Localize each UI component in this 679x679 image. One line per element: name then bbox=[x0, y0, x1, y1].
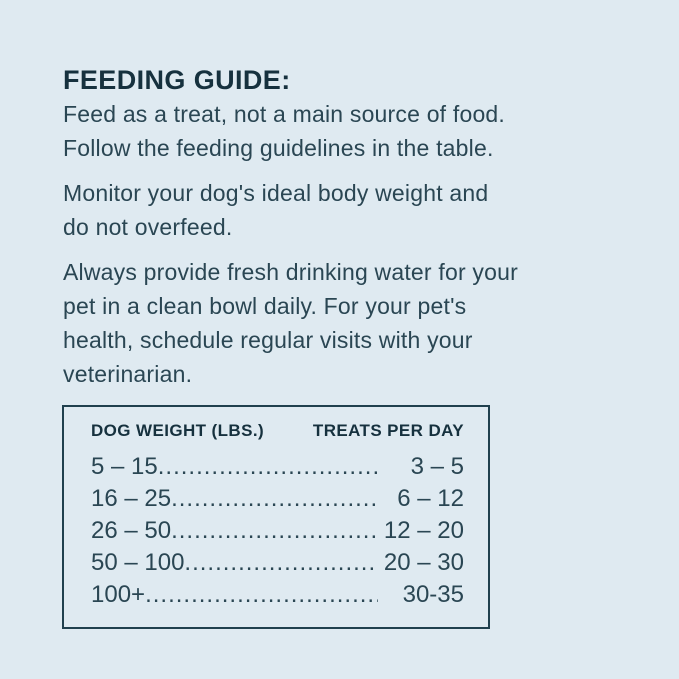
dot-leader: ........................................… bbox=[184, 549, 378, 576]
weight-range-value: 5 – 15 bbox=[91, 453, 158, 480]
dot-leader: ........................................… bbox=[145, 581, 378, 608]
dot-leader: ........................................… bbox=[157, 453, 378, 480]
table-row: 5 – 15 .................................… bbox=[91, 451, 464, 483]
paragraph-line: veterinarian. bbox=[63, 361, 193, 387]
paragraph-line: do not overfeed. bbox=[63, 214, 233, 240]
treats-per-day-value: 20 – 30 bbox=[383, 549, 464, 576]
monitor-weight-paragraph: Monitor your dog's ideal body weight and… bbox=[63, 176, 639, 244]
dot-leader: ........................................… bbox=[171, 485, 378, 512]
paragraph-line: Monitor your dog's ideal body weight and bbox=[63, 180, 489, 206]
weight-range-value: 16 – 25 bbox=[91, 485, 172, 512]
table-row: 50 – 100 ...............................… bbox=[91, 547, 464, 579]
paragraph-line: Always provide fresh drinking water for … bbox=[63, 259, 518, 285]
weight-range-value: 26 – 50 bbox=[91, 517, 172, 544]
treats-per-day-value: 6 – 12 bbox=[397, 485, 464, 512]
table-row: 100+ ...................................… bbox=[91, 579, 464, 611]
table-header-row: DOG WEIGHT (LBS.) TREATS PER DAY bbox=[91, 421, 464, 441]
feeding-guide-table: DOG WEIGHT (LBS.) TREATS PER DAY 5 – 15 … bbox=[62, 405, 490, 629]
paragraph-line: health, schedule regular visits with you… bbox=[63, 327, 473, 353]
table-row: 16 – 25 ................................… bbox=[91, 483, 464, 515]
treats-per-day-value: 30-35 bbox=[402, 581, 464, 608]
paragraph-line: Follow the feeding guidelines in the tab… bbox=[63, 135, 494, 161]
feeding-guide-heading: FEEDING GUIDE: bbox=[63, 65, 291, 95]
paragraph-line: pet in a clean bowl daily. For your pet'… bbox=[63, 293, 467, 319]
paragraph-line: Feed as a treat, not a main source of fo… bbox=[63, 101, 506, 127]
fresh-water-paragraph: Always provide fresh drinking water for … bbox=[63, 255, 639, 391]
treats-per-day-value: 3 – 5 bbox=[410, 453, 464, 480]
table-row: 26 – 50 ................................… bbox=[91, 515, 464, 547]
weight-range-value: 100+ bbox=[91, 581, 146, 608]
column-header-dog-weight: DOG WEIGHT (LBS.) bbox=[91, 421, 265, 440]
treats-per-day-value: 12 – 20 bbox=[383, 517, 464, 544]
feeding-guide-panel: FEEDING GUIDE: Feed as a treat, not a ma… bbox=[62, 65, 639, 629]
dot-leader: ........................................… bbox=[171, 517, 378, 544]
intro-paragraph: Feed as a treat, not a main source of fo… bbox=[63, 97, 639, 165]
column-header-treats-per-day: TREATS PER DAY bbox=[312, 421, 464, 440]
weight-range-value: 50 – 100 bbox=[91, 549, 185, 576]
